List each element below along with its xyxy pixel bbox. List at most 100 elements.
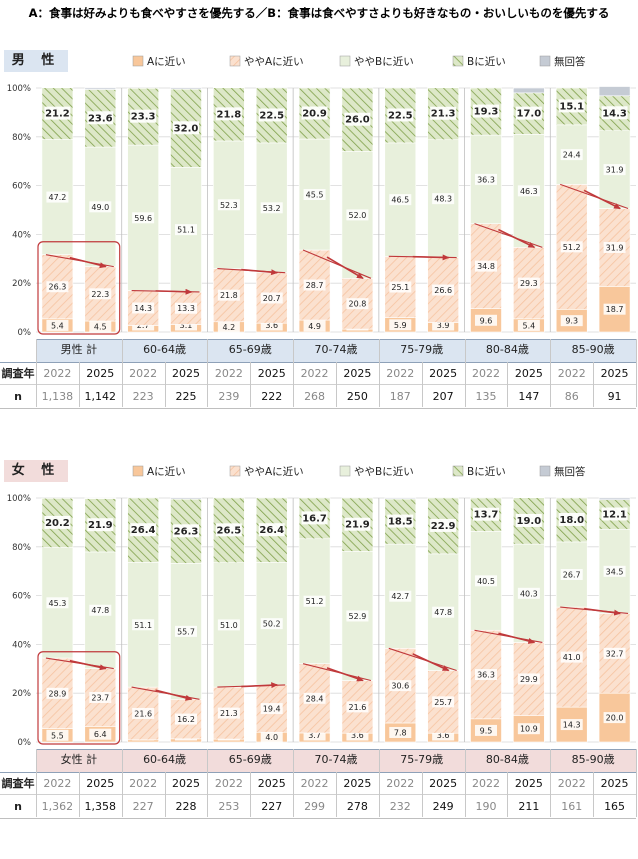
data-label: 10.9 bbox=[520, 725, 538, 734]
data-label: 9.3 bbox=[565, 317, 578, 326]
data-label: 52.3 bbox=[220, 201, 238, 210]
table-col-divider bbox=[122, 749, 123, 817]
table-col-divider bbox=[293, 749, 294, 817]
data-label: 23.7 bbox=[91, 693, 109, 702]
bar-segment bbox=[513, 88, 544, 93]
data-label: 4.5 bbox=[94, 323, 107, 332]
bar-segment bbox=[171, 88, 202, 89]
data-label: 18.5 bbox=[388, 517, 413, 528]
table-col-divider bbox=[207, 749, 208, 817]
legend-swatch bbox=[340, 56, 350, 66]
data-label: 26.4 bbox=[131, 525, 156, 536]
table-col-divider bbox=[507, 362, 508, 407]
data-label: 18.7 bbox=[606, 305, 624, 314]
table-col-divider bbox=[550, 339, 551, 407]
data-label: 24.4 bbox=[563, 151, 581, 160]
data-label: 52.9 bbox=[349, 612, 367, 621]
data-label: 23.6 bbox=[88, 113, 113, 124]
legend-swatch bbox=[540, 56, 550, 66]
data-label: 50.2 bbox=[263, 620, 281, 629]
data-label: 30.6 bbox=[391, 682, 409, 691]
group-label: 男性 計 bbox=[36, 339, 122, 360]
table-col-divider bbox=[250, 362, 251, 407]
data-label: 21.3 bbox=[220, 709, 238, 718]
legend-label: ややBに近い bbox=[354, 465, 414, 478]
data-label: 7.8 bbox=[394, 728, 407, 737]
table-grid bbox=[0, 362, 636, 409]
data-label: 20.7 bbox=[263, 294, 281, 303]
data-label: 13.3 bbox=[177, 304, 195, 313]
page-title: A：食事は好みよりも食べやすさを優先する／B：食事は食べやすさよりも好きなもの・… bbox=[0, 0, 638, 26]
data-label: 21.6 bbox=[349, 703, 367, 712]
group-label: 65-69歳 bbox=[207, 749, 293, 770]
data-label: 21.2 bbox=[45, 109, 70, 120]
data-label: 32.0 bbox=[174, 123, 199, 134]
data-label: 47.8 bbox=[91, 606, 109, 615]
data-label: 4.9 bbox=[308, 322, 321, 331]
data-label: 21.8 bbox=[220, 291, 238, 300]
data-label: 51.2 bbox=[306, 597, 324, 606]
data-label: 42.7 bbox=[391, 592, 409, 601]
legend-label: 無回答 bbox=[554, 55, 586, 68]
data-label: 28.7 bbox=[306, 281, 324, 290]
y-tick-label: 60% bbox=[12, 182, 31, 192]
legend-label: Bに近い bbox=[467, 465, 506, 478]
table-col-divider bbox=[422, 772, 423, 817]
data-label: 26.5 bbox=[217, 525, 242, 536]
bar-segment bbox=[599, 87, 630, 96]
data-label: 15.1 bbox=[559, 101, 584, 112]
table-col-divider bbox=[465, 749, 466, 817]
data-label: 45.3 bbox=[49, 599, 67, 608]
legend-label: ややAに近い bbox=[244, 55, 304, 68]
table-col-divider bbox=[336, 772, 337, 817]
trend-arrow bbox=[156, 291, 192, 292]
data-label: 53.2 bbox=[263, 204, 281, 213]
data-label: 26.4 bbox=[259, 525, 284, 536]
legend-swatch bbox=[133, 466, 143, 476]
y-tick-label: 0% bbox=[18, 738, 32, 748]
data-label: 25.7 bbox=[434, 698, 452, 707]
data-label: 13.7 bbox=[474, 510, 499, 521]
bar-segment bbox=[85, 88, 116, 89]
legend-label: ややBに近い bbox=[354, 55, 414, 68]
table-col-divider bbox=[79, 362, 80, 407]
bar-segment bbox=[385, 498, 416, 499]
group-label: 70-74歳 bbox=[293, 749, 379, 770]
group-label: 80-84歳 bbox=[465, 339, 551, 360]
data-label: 6.4 bbox=[94, 730, 107, 739]
table-grid bbox=[0, 772, 636, 819]
table-row-divider bbox=[0, 384, 636, 385]
data-label: 59.6 bbox=[134, 214, 152, 223]
table-col-divider bbox=[165, 362, 166, 407]
table-col-divider bbox=[207, 339, 208, 407]
data-label: 22.5 bbox=[388, 110, 413, 121]
data-label: 14.3 bbox=[602, 108, 627, 119]
y-tick-label: 40% bbox=[12, 640, 31, 650]
legend-swatch bbox=[453, 466, 463, 476]
legend-label: 無回答 bbox=[554, 465, 586, 478]
y-tick-label: 80% bbox=[12, 543, 31, 553]
y-tick-label: 20% bbox=[12, 279, 31, 289]
data-label: 19.4 bbox=[263, 705, 281, 714]
table-row-divider bbox=[0, 794, 636, 795]
data-label: 26.6 bbox=[434, 286, 452, 295]
data-label: 25.1 bbox=[391, 283, 409, 292]
data-label: 34.8 bbox=[477, 262, 495, 271]
data-label: 5.9 bbox=[394, 321, 407, 330]
legend-label: Aに近い bbox=[147, 55, 186, 68]
legend-label: Aに近い bbox=[147, 465, 186, 478]
data-label: 40.3 bbox=[520, 589, 538, 598]
data-label: 5.5 bbox=[51, 731, 64, 740]
data-label: 31.9 bbox=[606, 166, 624, 175]
data-label: 51.1 bbox=[134, 621, 152, 630]
group-label: 60-64歳 bbox=[122, 339, 208, 360]
group-label: 女性 計 bbox=[36, 749, 122, 770]
data-label: 46.3 bbox=[520, 187, 538, 196]
y-tick-label: 20% bbox=[12, 689, 31, 699]
table-col-divider bbox=[379, 749, 380, 817]
data-label: 17.0 bbox=[517, 109, 542, 120]
data-label: 20.9 bbox=[302, 108, 327, 119]
